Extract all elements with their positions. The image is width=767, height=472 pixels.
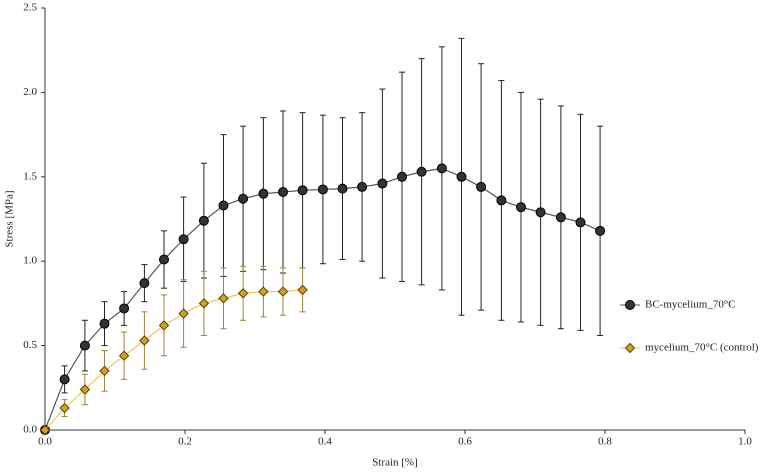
y-tick-label: 1.5 <box>23 170 37 182</box>
data-point <box>178 308 189 319</box>
data-point <box>118 350 130 361</box>
data-point <box>317 184 328 195</box>
data-point <box>59 402 70 414</box>
data-point <box>79 384 91 395</box>
data-point <box>297 185 308 196</box>
data-point <box>476 181 487 192</box>
x-axis-label: Strain [%] <box>372 457 418 469</box>
data-point <box>357 181 368 192</box>
data-point <box>575 217 586 228</box>
y-tick-label: 0.0 <box>23 424 37 436</box>
data-point <box>416 166 427 177</box>
data-point <box>278 186 288 197</box>
data-point <box>496 195 507 206</box>
x-tick-label: 0.6 <box>458 436 472 448</box>
data-point <box>535 207 546 218</box>
data-point <box>277 286 289 297</box>
legend-label: BC-mycelium_70°C <box>645 299 736 311</box>
data-point <box>139 335 150 346</box>
data-point <box>99 318 110 329</box>
data-point <box>99 365 110 377</box>
data-point <box>258 188 269 199</box>
data-point <box>158 320 170 331</box>
legend-marker <box>624 342 636 354</box>
data-point <box>555 212 566 223</box>
data-point <box>237 288 249 299</box>
data-point <box>218 293 229 304</box>
x-tick-label: 0.0 <box>38 436 52 448</box>
data-point <box>258 286 269 297</box>
data-point <box>178 234 189 245</box>
data-point <box>337 183 348 194</box>
data-point <box>218 200 229 211</box>
x-tick-label: 0.2 <box>178 436 192 448</box>
data-point <box>59 374 70 385</box>
legend-label: mycelium_70°C (control) <box>645 342 759 354</box>
data-point <box>516 202 526 213</box>
data-point <box>159 254 169 265</box>
data-point <box>397 171 407 182</box>
data-point <box>436 163 447 174</box>
data-point <box>39 424 51 436</box>
data-point <box>238 193 249 204</box>
data-point <box>139 278 150 289</box>
y-tick-label: 2.5 <box>23 2 37 14</box>
data-point <box>198 215 209 226</box>
x-tick-label: 0.8 <box>598 436 612 448</box>
data-point <box>456 171 467 182</box>
y-axis-label: Stress [MPa] <box>4 190 16 247</box>
data-point <box>595 225 606 236</box>
x-tick-label: 0.4 <box>318 436 332 448</box>
data-point <box>377 178 388 189</box>
data-point <box>119 303 130 314</box>
y-tick-label: 1.0 <box>23 255 37 267</box>
x-tick-label: 1.0 <box>738 436 752 448</box>
y-tick-label: 0.5 <box>23 339 37 351</box>
y-tick-label: 2.0 <box>23 86 37 98</box>
data-point <box>198 298 210 309</box>
data-point <box>297 284 308 296</box>
legend-marker <box>625 300 635 310</box>
series-line <box>44 289 303 431</box>
data-point <box>79 340 90 351</box>
